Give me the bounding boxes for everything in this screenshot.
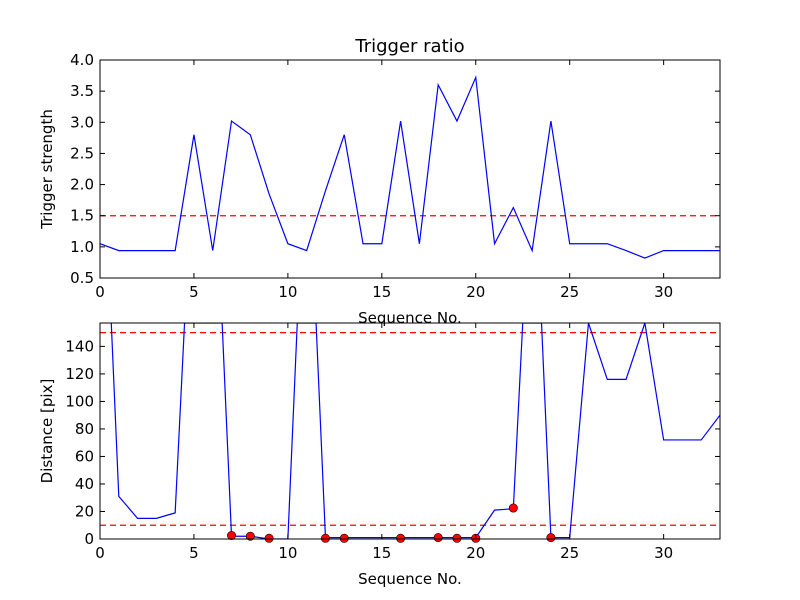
data-point-marker xyxy=(508,503,518,513)
x-tick-label: 30 xyxy=(654,544,673,562)
y-tick-label: 140 xyxy=(65,337,94,355)
y-tick-label: 2.5 xyxy=(70,144,94,162)
x-tick-label: 15 xyxy=(372,544,391,562)
series-line xyxy=(100,75,720,259)
y-tick-label: 60 xyxy=(75,447,94,465)
data-point-marker xyxy=(396,533,406,543)
y-tick-label: 3.0 xyxy=(70,113,94,131)
y-tick-label: 3.5 xyxy=(70,82,94,100)
y-tick-label: 80 xyxy=(75,420,94,438)
y-axis-label: Distance [pix] xyxy=(38,379,56,484)
x-axis-label: Sequence No. xyxy=(358,570,462,588)
y-tick-label: 20 xyxy=(75,502,94,520)
y-tick-label: 120 xyxy=(65,365,94,383)
data-point-marker xyxy=(452,533,462,543)
y-axis-label: Trigger strength xyxy=(38,109,56,230)
data-point-marker xyxy=(433,533,443,543)
y-tick-label: 100 xyxy=(65,392,94,410)
axes-frame xyxy=(99,322,721,540)
x-tick-label: 10 xyxy=(278,544,297,562)
data-point-marker xyxy=(245,531,255,541)
y-tick-label: 1.0 xyxy=(70,238,94,256)
x-axis-label: Sequence No. xyxy=(358,309,462,327)
axes-frame xyxy=(99,59,721,279)
bottom-chart: 0 5 10 15 20 25 30 0 20 40 60 80 100 120 140 Sequence N… xyxy=(38,322,721,588)
x-tick-label: 0 xyxy=(95,544,105,562)
x-tick-label: 25 xyxy=(560,283,579,301)
x-tick-label: 5 xyxy=(189,544,199,562)
y-tick-label: 0 xyxy=(84,530,94,548)
x-tick-label: 20 xyxy=(466,544,485,562)
data-point-marker xyxy=(546,533,556,543)
y-tick-label: 2.0 xyxy=(70,176,94,194)
data-point-marker xyxy=(264,533,274,543)
top-chart: 0 5 10 15 20 25 30 0.5 1.0 1.5 2.0 2.5 3.0 3.5 4.0 Trig… xyxy=(38,36,721,327)
plot-area xyxy=(100,75,720,259)
x-tick-label: 20 xyxy=(466,283,485,301)
x-tick-label: 10 xyxy=(278,283,297,301)
x-tick-label: 0 xyxy=(95,283,105,301)
y-tick-label: 4.0 xyxy=(70,51,94,69)
x-tick-label: 25 xyxy=(560,544,579,562)
y-tick-label: 1.5 xyxy=(70,207,94,225)
data-point-marker xyxy=(320,533,330,543)
x-tick-label: 5 xyxy=(189,283,199,301)
x-tick-label: 15 xyxy=(372,283,391,301)
chart-title: Trigger ratio xyxy=(354,36,464,57)
data-point-marker xyxy=(339,533,349,543)
y-tick-label: 40 xyxy=(75,475,94,493)
y-tick-label: 0.5 xyxy=(70,269,94,287)
data-point-marker xyxy=(227,531,237,541)
x-tick-label: 30 xyxy=(654,283,673,301)
